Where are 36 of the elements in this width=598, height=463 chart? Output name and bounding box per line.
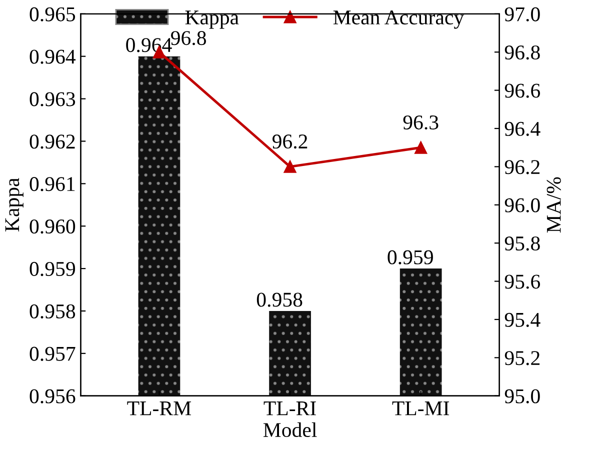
data-label: 0.958 [256,292,302,307]
y2-tick-label: 95.2 [504,351,540,366]
y-axis-title: Kappa [5,178,24,232]
y2-tick-label: 96.8 [504,45,540,60]
y2-tick-label: 95.8 [504,236,540,251]
y-tick-label: 0.957 [30,346,76,361]
y2-tick-label: 95.6 [504,274,540,289]
data-label: 96.8 [171,31,206,46]
data-label: 0.959 [388,250,433,264]
x-tick-label: TL-RM [127,402,192,416]
y2-axis-title: MA/% [546,177,561,233]
y-tick-label: 0.963 [30,92,76,106]
y2-tick-label: 97.0 [504,7,540,22]
y2-tick-label: 96.0 [504,198,540,212]
data-label: 96.3 [403,115,438,130]
x-tick-label: TL-RI [264,402,316,416]
y2-tick-label: 96.2 [504,160,540,174]
legend-label: Mean Accuracy [333,10,464,29]
y-tick-label: 0.959 [30,262,76,276]
y-tick-label: 0.964 [30,50,76,64]
data-label: 96.2 [272,134,308,149]
y-tick-label: 0.965 [30,7,76,22]
y2-tick-label: 95.4 [504,312,540,327]
point [284,160,296,173]
legend-label: Kappa [185,10,239,29]
y-tick-label: 0.961 [30,177,75,192]
y2-tick-label: 96.4 [504,122,540,136]
y-tick-label: 0.960 [30,219,76,234]
y-tick-label: 0.958 [30,304,76,319]
point [414,141,428,154]
y-tick-label: 0.956 [30,389,76,404]
y-tick-label: 0.962 [30,134,75,149]
x-tick-label: TL-MI [392,402,450,416]
x-axis-title: Model [263,422,317,438]
y2-tick-label: 95.0 [504,389,540,404]
y2-tick-label: 96.6 [504,84,540,98]
